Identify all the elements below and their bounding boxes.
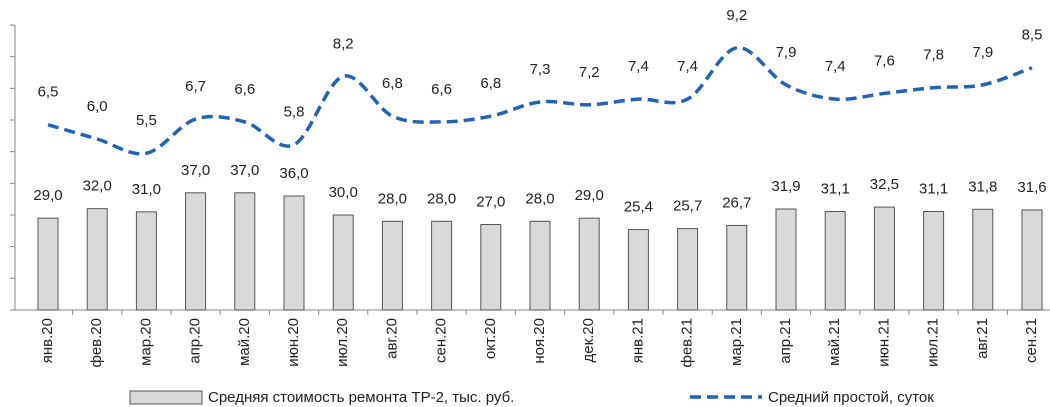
bar <box>677 228 699 311</box>
bar <box>726 224 748 311</box>
bar <box>135 211 157 311</box>
line-value-label: 6,5 <box>38 84 59 101</box>
x-tick-label: сен.20 <box>433 318 450 363</box>
bar-value-label: 32,0 <box>83 178 112 195</box>
bar <box>873 206 895 311</box>
x-tick-label: янв.21 <box>629 318 646 363</box>
bar <box>37 217 59 311</box>
bar-value-label: 36,0 <box>279 165 308 182</box>
bar <box>332 214 354 311</box>
bar-value-label: 30,0 <box>329 184 358 201</box>
bar <box>578 217 600 311</box>
line-value-label: 5,5 <box>136 112 157 129</box>
x-tick-label: апр.20 <box>187 318 204 364</box>
x-tick-label: окт.20 <box>482 318 499 359</box>
x-tick-label: сен.21 <box>1023 318 1040 363</box>
line-value-label: 6,8 <box>480 75 501 92</box>
bar-value-label: 29,0 <box>575 187 604 204</box>
line-value-label: 7,4 <box>677 58 698 75</box>
bar <box>234 192 256 311</box>
bar-value-label: 31,8 <box>968 178 997 195</box>
bar-value-label: 31,6 <box>1017 179 1046 196</box>
legend-label: Средняя стоимость ремонта ТР-2, тыс. руб… <box>208 389 514 406</box>
bar <box>775 208 797 311</box>
bar-value-label: 32,5 <box>870 176 899 193</box>
x-tick-label: ноя.20 <box>531 318 548 364</box>
legend-swatch <box>129 390 203 405</box>
bar <box>923 211 945 311</box>
bar-value-label: 29,0 <box>33 187 62 204</box>
bar <box>1021 209 1043 311</box>
bar-value-label: 37,0 <box>230 162 259 179</box>
bar <box>185 192 207 311</box>
line-value-label: 8,2 <box>333 35 354 52</box>
x-tick-label: май.21 <box>826 318 843 366</box>
line-value-label: 7,2 <box>579 64 600 81</box>
x-tick-label: мар.20 <box>137 318 154 366</box>
bar-value-label: 28,0 <box>525 190 554 207</box>
x-tick-label: фев.20 <box>88 318 105 368</box>
bar <box>972 208 994 311</box>
x-tick-label: июл.20 <box>334 318 351 367</box>
bar-value-label: 28,0 <box>427 190 456 207</box>
line-value-label: 7,3 <box>530 61 551 78</box>
bar <box>529 220 551 311</box>
line-value-label: 7,4 <box>825 58 846 75</box>
x-tick-label: май.20 <box>236 318 253 366</box>
x-tick-label: авг.20 <box>383 318 400 359</box>
x-tick-label: июн.20 <box>285 318 302 367</box>
line-value-label: 6,8 <box>382 75 403 92</box>
line-value-label: 5,8 <box>284 104 305 121</box>
bar-value-label: 26,7 <box>722 194 751 211</box>
line-value-label: 6,6 <box>234 81 255 98</box>
bar <box>824 211 846 311</box>
x-tick-label: мар.21 <box>728 318 745 366</box>
line-value-label: 6,0 <box>87 98 108 115</box>
line-value-label: 7,6 <box>874 52 895 69</box>
bar <box>431 220 453 311</box>
line-value-label: 6,6 <box>431 81 452 98</box>
bar-value-label: 31,9 <box>771 178 800 195</box>
bar-value-label: 25,4 <box>624 199 653 216</box>
bar-value-label: 31,1 <box>919 180 948 197</box>
line-value-label: 7,9 <box>776 44 797 61</box>
x-tick-label: июн.21 <box>875 318 892 367</box>
x-tick-label: июл.21 <box>925 318 942 367</box>
bar <box>627 229 649 311</box>
line-value-label: 6,7 <box>185 78 206 95</box>
line-value-label: 7,4 <box>628 58 649 75</box>
bar-value-label: 31,0 <box>132 181 161 198</box>
line-value-label: 7,9 <box>972 44 993 61</box>
x-tick-label: апр.21 <box>777 318 794 364</box>
line-value-label: 8,5 <box>1022 27 1043 44</box>
line <box>47 46 1033 156</box>
bar <box>86 208 108 311</box>
bar-value-label: 25,7 <box>673 198 702 215</box>
bar <box>283 195 305 311</box>
x-tick-label: фев.21 <box>679 318 696 368</box>
legend-label: Средний простой, суток <box>768 389 934 406</box>
line-value-label: 7,8 <box>923 47 944 64</box>
x-tick-label: дек.20 <box>580 318 597 363</box>
x-tick-label: авг.21 <box>974 318 991 359</box>
x-tick-label: янв.20 <box>39 318 56 363</box>
bar-value-label: 31,1 <box>821 180 850 197</box>
bar-value-label: 28,0 <box>378 190 407 207</box>
bar-value-label: 27,0 <box>476 193 505 210</box>
bar <box>381 220 403 311</box>
bar-value-label: 37,0 <box>181 162 210 179</box>
bar <box>480 224 502 311</box>
line-value-label: 9,2 <box>726 7 747 24</box>
